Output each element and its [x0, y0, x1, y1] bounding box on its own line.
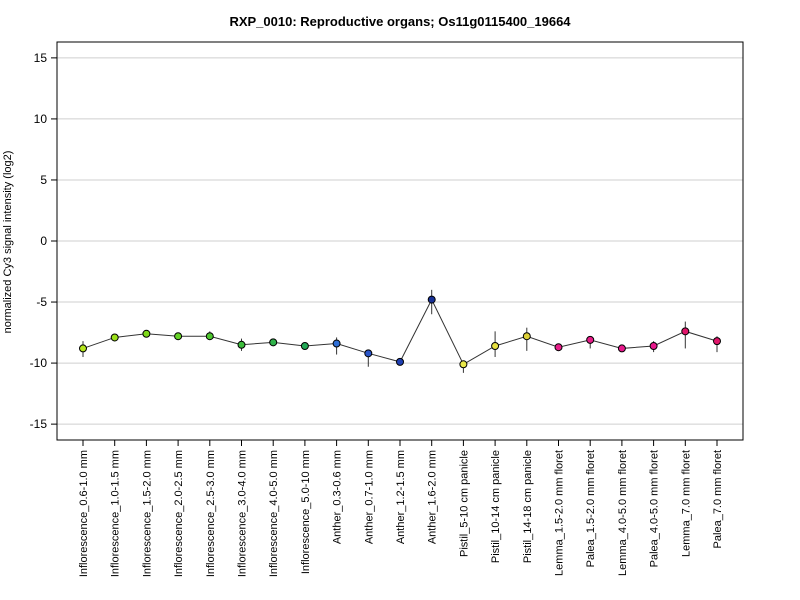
x-tick-label: Inflorescence_2.0-2.5 mm: [173, 450, 185, 577]
x-tick-label: Palea_7.0 mm floret: [712, 450, 724, 548]
data-point: [554, 343, 563, 352]
data-point: [586, 335, 595, 344]
y-tick-label: 5: [40, 173, 47, 187]
data-point: [205, 332, 214, 341]
data-point: [522, 332, 531, 341]
data-point: [396, 357, 404, 366]
y-tick-label: -10: [30, 356, 48, 370]
data-point: [427, 295, 436, 304]
data-point: [332, 339, 341, 348]
y-tick-label: 15: [34, 51, 48, 65]
y-axis-label: normalized Cy3 signal intensity (log2): [2, 151, 14, 334]
y-tick-label: -5: [36, 295, 47, 309]
x-tick-label: Inflorescence_1.0-1.5 mm: [110, 450, 122, 577]
x-tick-label: Anther_1.2-1.5 mm: [395, 450, 407, 544]
data-point: [110, 333, 119, 342]
x-tick-label: Inflorescence_0.6-1.0 mm: [78, 450, 90, 577]
data-point: [459, 360, 468, 369]
x-tick-label: Inflorescence_3.0-4.0 mm: [237, 450, 249, 577]
data-point: [237, 340, 246, 349]
data-points: [79, 295, 721, 369]
series-line: [82, 298, 718, 366]
data-point: [491, 341, 500, 350]
data-point: [681, 327, 690, 336]
x-tick-label: Palea_1.5-2.0 mm floret: [585, 450, 597, 567]
y-tick-label: -15: [30, 417, 48, 431]
x-tick-label: Anther_1.6-2.0 mm: [427, 450, 439, 544]
x-tick-label: Palea_4.0-5.0 mm floret: [649, 450, 661, 567]
x-tick-label: Lemma_4.0-5.0 mm floret: [617, 450, 629, 576]
x-tick-label: Inflorescence_1.5-2.0 mm: [141, 450, 153, 577]
data-point: [649, 341, 658, 350]
x-tick-label: Pistil_5-10 cm panicle: [458, 450, 470, 557]
data-point: [364, 349, 373, 358]
x-tick-label: Inflorescence_5.0-10 mm: [300, 450, 312, 574]
x-tick-label: Lemma_1.5-2.0 mm floret: [554, 450, 566, 576]
data-point: [269, 338, 278, 347]
y-tick-label: 0: [40, 234, 47, 248]
y-axis: -15 -10 -5 0 5 10 15: [30, 51, 57, 431]
x-tick-label: Anther_0.3-0.6 mm: [332, 450, 344, 544]
data-point: [79, 344, 87, 353]
data-point: [174, 332, 183, 341]
x-tick-label: Inflorescence_4.0-5.0 mm: [268, 450, 280, 577]
x-tick-label: Anther_0.7-1.0 mm: [363, 450, 375, 544]
gridlines: [57, 57, 743, 425]
x-tick-label: Lemma_7.0 mm floret: [680, 450, 692, 557]
chart-title: RXP_0010: Reproductive organs; Os11g0115…: [229, 14, 571, 29]
data-point: [713, 337, 721, 346]
data-point: [617, 344, 626, 353]
x-axis: Inflorescence_0.6-1.0 mm Inflorescence_1.…: [78, 440, 724, 577]
x-tick-label: Inflorescence_2.5-3.0 mm: [205, 450, 217, 577]
x-tick-label: Pistil_10-14 cm panicle: [490, 450, 502, 563]
data-point: [142, 329, 151, 338]
data-point: [300, 341, 309, 350]
x-tick-label: Pistil_14-18 cm panicle: [522, 450, 534, 563]
y-tick-label: 10: [34, 112, 48, 126]
